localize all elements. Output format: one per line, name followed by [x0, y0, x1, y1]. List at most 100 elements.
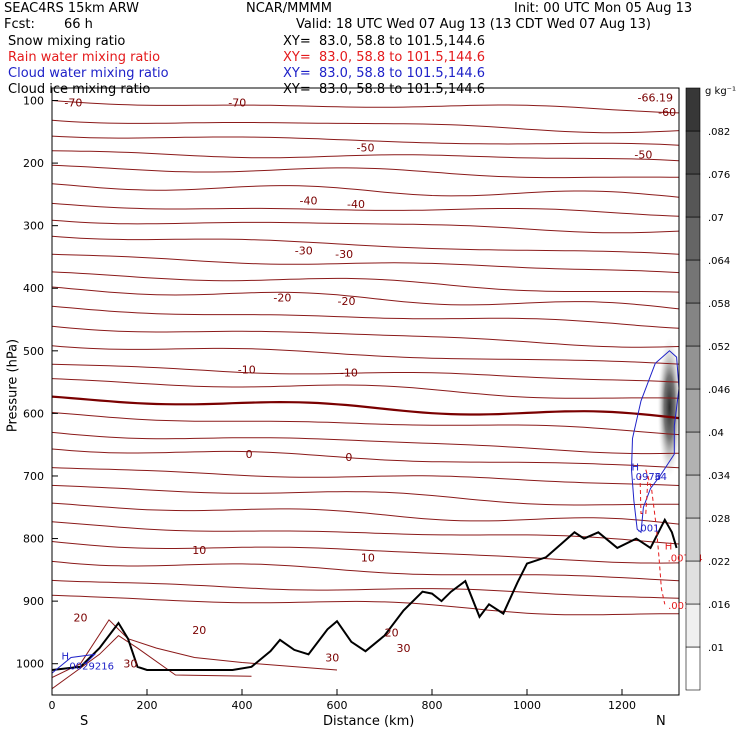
isotherm-label: 10 [361, 551, 375, 564]
isotherm-line [52, 521, 679, 545]
isotherm-label: -30 [295, 245, 313, 258]
colorbar-label: .01 [708, 643, 724, 654]
isotherm-line [52, 119, 679, 134]
header-title-left: SEAC4RS 15km ARW [4, 1, 140, 16]
colorbar-unit: g kg⁻¹ [705, 86, 736, 97]
isotherm-label: 0 [345, 451, 352, 464]
y-tick-label: 1000 [16, 658, 44, 671]
isotherm-line [52, 448, 679, 469]
isotherm-line [52, 164, 679, 179]
colorbar-label: .046 [708, 385, 730, 396]
mixing-ratio-label: .001 [637, 523, 659, 534]
isotherm-label: -50 [357, 141, 375, 154]
colorbar-segment [685, 87, 701, 132]
colorbar-segment [685, 646, 701, 691]
x-tick-label: 600 [327, 699, 348, 712]
isotherm-line [52, 305, 679, 329]
header-title-center: NCAR/MMMM [246, 1, 332, 16]
colorbar-segment [685, 216, 701, 261]
isotherm-label: 30 [123, 658, 137, 671]
y-tick-label: 300 [23, 220, 44, 233]
isotherm-label: -66.19 [638, 91, 673, 104]
endpoint-left: S [80, 714, 89, 729]
colorbar-segment [685, 388, 701, 433]
mixing-ratio-label: .001 [668, 601, 690, 612]
x-tick-label: 1000 [513, 699, 541, 712]
isotherm-line [52, 202, 679, 217]
colorbar-segment [685, 560, 701, 605]
mixing-ratio-label: 34 [654, 472, 667, 483]
y-tick-label: 600 [23, 407, 44, 420]
isotherm-line [52, 619, 338, 678]
isotherm-line [52, 634, 252, 690]
mixing-ratio-label: H [632, 463, 640, 474]
y-tick-label: 100 [23, 95, 44, 108]
isotherm-label: -20 [273, 292, 291, 305]
x-tick-label: 0 [49, 699, 56, 712]
isotherm-zero-line [52, 395, 679, 420]
isotherm-line [52, 100, 679, 114]
colorbar-segment [685, 517, 701, 562]
isotherm-label: -10 [340, 367, 358, 380]
plot-frame [51, 87, 680, 696]
mixing-ratio-label: .0029216 [66, 662, 114, 673]
isotherm-line [52, 541, 679, 564]
isotherm-label: -10 [238, 364, 256, 377]
isotherm-line [52, 412, 679, 436]
isotherm-line [52, 286, 679, 310]
colorbar-label: .028 [708, 514, 730, 525]
isotherm-line [52, 378, 679, 399]
x-tick-label: 200 [137, 699, 158, 712]
header-fcst-label: Fcst: [4, 17, 35, 32]
cloud-water-contour [52, 653, 97, 674]
x-tick-label: 400 [232, 699, 253, 712]
isotherm-label: -30 [335, 248, 353, 261]
field-cloudwater-name: Cloud water mixing ratio [8, 66, 169, 81]
colorbar-segment [685, 431, 701, 476]
isotherm-line [52, 484, 679, 506]
isotherm-line [52, 467, 679, 486]
colorbar-segment [685, 259, 701, 304]
isotherm-line [52, 271, 679, 293]
cloud-water-contour [630, 350, 679, 534]
isotherm-line [52, 219, 679, 234]
colorbar-segment [685, 173, 701, 218]
isotherm-label: -20 [338, 295, 356, 308]
isotherm-line [52, 345, 679, 365]
y-tick-label: 700 [23, 470, 44, 483]
isotherm-line [52, 135, 679, 146]
isotherm-label: -70 [228, 96, 246, 109]
field-snow-name: Snow mixing ratio [8, 34, 126, 49]
isotherm-label: -40 [347, 198, 365, 211]
y-axis-label: Pressure (hPa) [5, 338, 21, 433]
isotherm-label: 10 [192, 544, 206, 557]
isotherm-label: -60 [658, 106, 676, 119]
colorbar-label: .016 [708, 600, 730, 611]
colorbar-label: .022 [708, 557, 730, 568]
colorbar-segment [685, 130, 701, 175]
isotherm-label: 20 [192, 624, 206, 637]
isotherm-line [52, 594, 679, 616]
isotherm-line [52, 431, 679, 455]
header-init: Init: 00 UTC Mon 05 Aug 13 [514, 1, 693, 16]
mixing-ratio-label: H [62, 652, 70, 663]
isotherm-label: 20 [74, 611, 88, 624]
isotherm-label: 20 [385, 626, 399, 639]
isotherm-label: -70 [64, 96, 82, 109]
colorbar-segment [685, 302, 701, 347]
isotherm-label: 0 [246, 448, 253, 461]
y-tick-label: 900 [23, 595, 44, 608]
colorbar-label: .076 [708, 170, 730, 181]
colorbar-label: .082 [708, 127, 730, 138]
rain-water-contour [645, 469, 666, 605]
isotherm-line [52, 183, 679, 198]
isotherm-label: -50 [634, 148, 652, 161]
field-cloudwater-xy: XY= 83.0, 58.8 to 101.5,144.6 [283, 66, 486, 81]
isotherm-line [52, 325, 679, 348]
isotherm-label: 30 [325, 651, 339, 664]
colorbar-label: .052 [708, 342, 730, 353]
mixing-ratio-label: .00774 [668, 553, 703, 564]
header-fcst-value: 66 h [64, 17, 93, 32]
isotherm-label: -40 [300, 195, 318, 208]
